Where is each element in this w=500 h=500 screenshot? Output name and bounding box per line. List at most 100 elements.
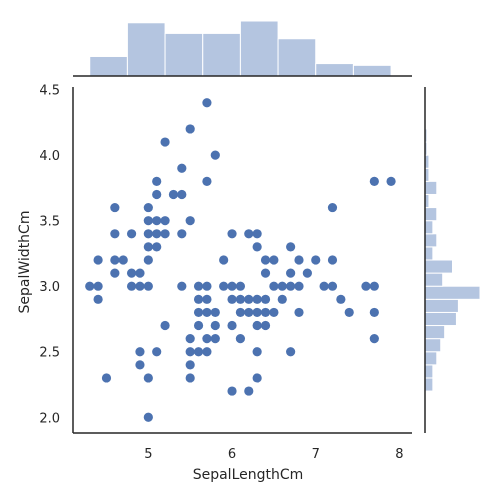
scatter-point: [143, 229, 153, 239]
scatter-point: [93, 294, 103, 304]
scatter-point: [126, 281, 137, 291]
scatter-point: [110, 229, 120, 239]
y-tick-label: 2.0: [39, 411, 60, 426]
scatter-point: [152, 216, 162, 226]
scatter-point: [369, 307, 379, 318]
scatter-point: [143, 202, 153, 213]
scatter-point: [101, 373, 112, 383]
scatter-point: [219, 281, 229, 291]
hist-bar-y: [424, 285, 481, 300]
scatter-point: [152, 189, 162, 200]
scatter-point: [361, 281, 371, 291]
scatter-point: [135, 360, 145, 370]
scatter-point: [185, 347, 195, 357]
scatter-point: [177, 229, 187, 239]
hist-bar-y: [424, 364, 434, 379]
y-tick-label: 4.0: [39, 149, 60, 164]
scatter-point: [160, 216, 170, 226]
scatter-point: [210, 320, 220, 331]
scatter-point: [260, 294, 271, 304]
scatter-point: [135, 268, 145, 278]
scatter-point: [252, 307, 262, 318]
scatter-point: [210, 150, 220, 160]
scatter-point: [294, 281, 304, 291]
scatter-point: [260, 320, 271, 331]
x-tick-label: 8: [395, 447, 403, 462]
scatter-point: [126, 229, 137, 239]
scatter-point: [252, 320, 262, 331]
scatter-point: [202, 307, 212, 318]
scatter-point: [294, 307, 304, 318]
scatter-point: [152, 229, 162, 239]
scatter-point: [286, 347, 296, 357]
scatter-point: [93, 255, 103, 265]
scatter-point: [235, 294, 246, 304]
scatter-point: [185, 360, 195, 370]
scatter-point: [210, 334, 220, 344]
scatter-point: [227, 281, 237, 291]
scatter-point: [227, 386, 237, 396]
scatter-point: [143, 255, 153, 265]
y-tick-label: 2.5: [39, 346, 60, 361]
scatter-point: [369, 334, 379, 344]
hist-bar-y: [424, 311, 457, 327]
scatter-point: [143, 216, 153, 226]
scatter-point: [118, 255, 128, 265]
scatter-point: [286, 242, 296, 252]
scatter-point: [202, 176, 212, 186]
scatter-point: [143, 281, 153, 291]
scatter-point: [294, 255, 304, 265]
scatter-point: [193, 281, 204, 291]
scatter-point: [235, 281, 246, 291]
scatter-point: [110, 202, 120, 213]
scatter-point: [252, 373, 262, 383]
scatter-point: [135, 347, 145, 357]
scatter-point: [260, 255, 271, 265]
hist-bar-y: [424, 220, 434, 235]
scatter-point: [252, 242, 262, 252]
scatter-point: [152, 176, 162, 186]
scatter-point: [177, 281, 187, 291]
scatter-point: [277, 294, 287, 304]
scatter-point: [193, 347, 204, 357]
scatter-point: [244, 294, 254, 304]
scatter-point: [235, 334, 246, 344]
scatter-point: [93, 281, 103, 291]
scatter-point: [177, 189, 187, 200]
scatter-point: [227, 320, 237, 331]
hist-bar-x: [352, 64, 392, 77]
hist-bar-x: [315, 63, 354, 77]
scatter-point: [260, 307, 271, 318]
hist-bar-y: [424, 259, 453, 274]
scatter-point: [369, 176, 379, 186]
scatter-point: [319, 281, 329, 291]
hist-bar-y: [424, 298, 459, 313]
scatter-point: [235, 307, 246, 318]
hist-bar-x: [277, 38, 317, 77]
hist-bar-y: [424, 246, 434, 261]
scatter-point: [269, 307, 279, 318]
axes: 5 6 7 8 2.0 2.5 3.0 3.5 4.0 4.5: [39, 84, 412, 462]
scatter-point: [160, 229, 170, 239]
hist-bar-y: [424, 377, 434, 392]
scatter-point: [260, 268, 271, 278]
scatter-point: [252, 347, 262, 357]
scatter-point: [126, 268, 137, 278]
scatter-point: [327, 255, 338, 265]
marginal-x-histogram: [73, 20, 412, 77]
scatter-point: [227, 229, 237, 239]
scatter-point: [336, 294, 346, 304]
scatter-points: [85, 98, 396, 422]
scatter-point: [110, 255, 120, 265]
x-tick-label: 5: [144, 447, 152, 462]
scatter-point: [193, 294, 204, 304]
scatter-point: [244, 307, 254, 318]
scatter-point: [110, 268, 120, 278]
scatter-point: [219, 255, 229, 265]
scatter-point: [143, 412, 153, 422]
scatter-point: [202, 281, 212, 291]
y-tick-label: 3.0: [39, 280, 60, 295]
hist-bar-y: [424, 338, 442, 353]
scatter-point: [327, 202, 338, 213]
